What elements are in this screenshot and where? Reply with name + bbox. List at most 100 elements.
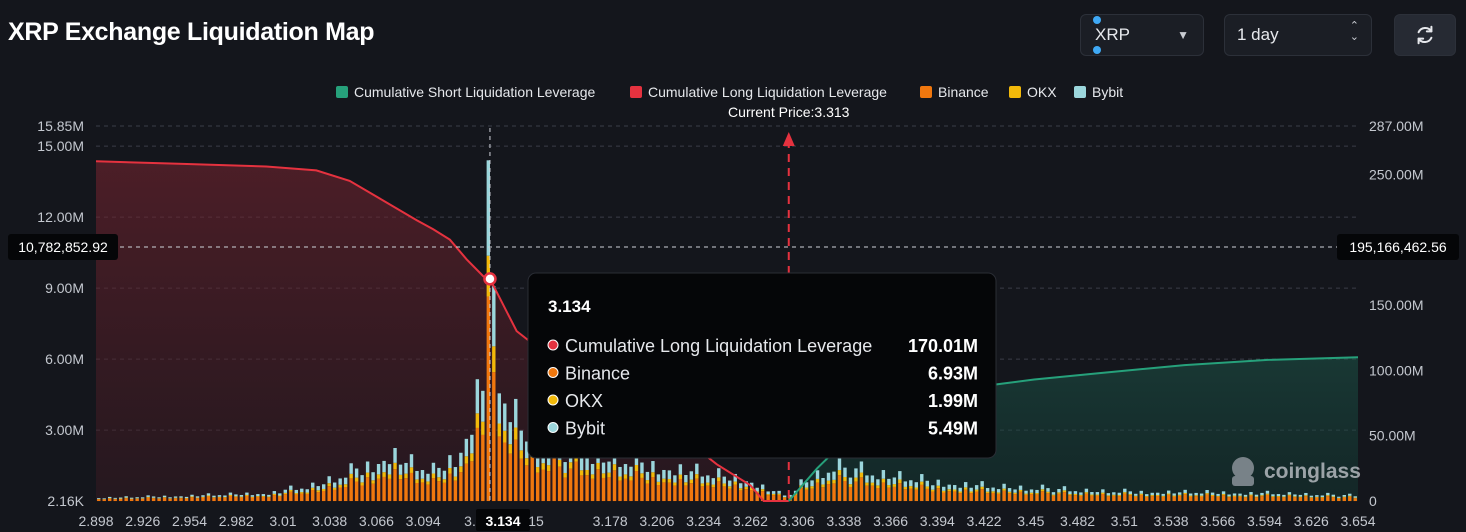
bar-bybit <box>678 464 683 475</box>
bar-bybit <box>179 496 183 498</box>
bar-okx <box>854 477 858 482</box>
bar-bybit <box>914 482 919 488</box>
bar-binance <box>1035 494 1039 502</box>
bar-okx <box>804 487 809 490</box>
bar-bybit <box>1073 491 1078 494</box>
bar-binance <box>223 497 227 502</box>
bar-bybit <box>514 398 518 428</box>
bar-binance <box>245 495 249 502</box>
tooltip: 3.134 Cumulative Long Liquidation Leverag… <box>527 272 997 459</box>
bar-bybit <box>717 468 721 478</box>
bar-binance <box>1254 497 1259 502</box>
bar-bybit <box>1112 492 1116 495</box>
bar-binance <box>124 498 128 502</box>
bar-okx <box>393 462 397 470</box>
x-crosshair-box <box>476 509 530 531</box>
bar-bybit <box>985 488 990 492</box>
bar-binance <box>991 492 995 502</box>
bar-binance <box>108 498 112 502</box>
bar-bybit <box>700 476 705 484</box>
bar-binance <box>903 489 908 502</box>
bar-binance <box>996 493 1001 502</box>
bar-okx <box>667 478 672 483</box>
bar-bybit <box>936 479 940 486</box>
bar-bybit <box>146 495 150 497</box>
bar-binance <box>887 487 891 502</box>
bar-binance <box>958 493 962 502</box>
bar-okx <box>442 479 447 483</box>
bar-bybit <box>1166 490 1171 494</box>
bar-bybit <box>442 470 447 480</box>
y-right-tick-label: 287.00M <box>1369 118 1423 134</box>
bar-bybit <box>1210 492 1215 495</box>
bar-binance <box>881 482 886 502</box>
bar-binance <box>1199 496 1204 502</box>
y-left-tick-label: 2.16K <box>47 493 84 509</box>
x-tick-label: 2.926 <box>125 513 160 529</box>
bar-okx <box>437 477 441 482</box>
bar-okx <box>744 486 748 490</box>
bar-binance <box>541 469 545 502</box>
bar-okx <box>936 485 940 489</box>
bar-binance <box>343 487 348 502</box>
bar-okx <box>124 497 128 499</box>
bar-binance <box>590 478 595 502</box>
bar-binance <box>283 494 288 502</box>
bar-bybit <box>393 448 397 463</box>
x-tick-label: 3.262 <box>733 513 768 529</box>
bar-okx <box>974 489 979 492</box>
bar-okx <box>1040 489 1045 492</box>
y-right-tick-label: 250.00M <box>1369 166 1423 182</box>
bar-okx <box>914 487 919 490</box>
bar-okx <box>503 430 507 443</box>
bar-binance <box>481 434 485 502</box>
bar-bybit <box>1271 494 1275 497</box>
bar-bybit <box>1172 493 1176 496</box>
bar-bybit <box>766 491 770 495</box>
crosshair-right-label: 195,166,462.56 <box>1349 239 1447 255</box>
bar-okx <box>1166 493 1171 495</box>
bar-binance <box>914 489 919 502</box>
bar-binance <box>739 490 743 502</box>
bar-bybit <box>1117 492 1122 496</box>
bar-binance <box>1304 496 1308 502</box>
bar-bybit <box>113 497 117 499</box>
updown-chevron-icon: ⌃ ⌄ <box>1349 20 1359 43</box>
bar-binance <box>634 471 639 502</box>
bar-okx <box>815 478 820 483</box>
bar-binance <box>365 477 370 502</box>
bar-binance <box>920 484 924 502</box>
bar-binance <box>415 483 419 502</box>
y-left-tick-label: 15.85M <box>37 118 84 134</box>
bar-okx <box>963 487 968 490</box>
bar-binance <box>640 477 644 502</box>
bar-okx <box>481 421 485 435</box>
bar-okx <box>1101 492 1105 495</box>
bar-bybit <box>327 476 331 484</box>
bar-bybit <box>1090 492 1094 495</box>
bar-bybit <box>217 495 222 497</box>
bar-okx <box>985 491 990 494</box>
bar-binance <box>190 497 194 502</box>
range-select[interactable]: 1 day ⌃ ⌄ <box>1224 14 1372 56</box>
bar-okx <box>1194 495 1198 497</box>
bar-okx <box>969 491 973 494</box>
bar-okx <box>1057 492 1061 494</box>
bar-bybit <box>305 489 309 493</box>
bar-binance <box>206 496 211 502</box>
bar-okx <box>848 484 853 487</box>
bar-bybit <box>585 457 589 470</box>
bar-okx <box>179 497 183 499</box>
bar-binance <box>1282 497 1286 502</box>
bar-bybit <box>1150 492 1154 496</box>
bar-binance <box>371 483 375 502</box>
bar-binance <box>782 497 787 502</box>
bar-binance <box>804 489 809 502</box>
coin-select[interactable]: XRP ▼ <box>1080 14 1204 56</box>
bar-binance <box>256 496 260 502</box>
bar-binance <box>1090 495 1094 502</box>
refresh-button[interactable] <box>1394 14 1456 56</box>
bar-binance <box>552 457 556 502</box>
bar-okx <box>579 470 584 476</box>
